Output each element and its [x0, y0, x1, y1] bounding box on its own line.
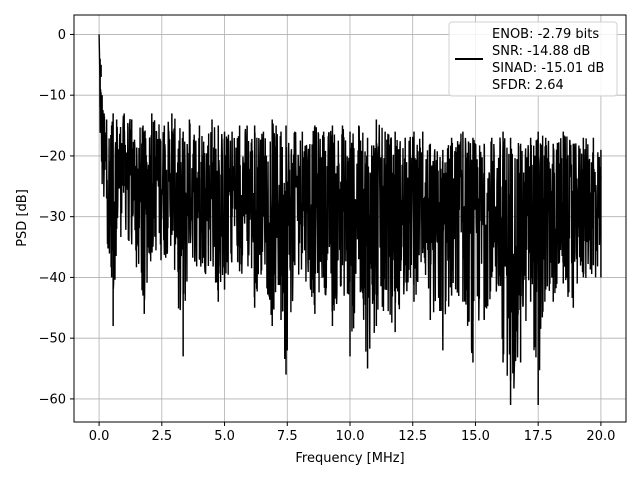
legend-box — [448, 21, 618, 97]
x-tick-label: 0.0 — [89, 429, 110, 444]
legend-sinad: SINAD: -15.01 dB — [492, 61, 604, 76]
y-tick-label: 0 — [58, 28, 66, 43]
x-tick-label: 20.0 — [586, 429, 615, 444]
x-tick-label: 17.5 — [524, 429, 553, 444]
y-tick-label: −40 — [39, 271, 66, 286]
x-tick-label: 10.0 — [336, 429, 365, 444]
y-axis-label: PSD [dB] — [15, 189, 30, 247]
series-layer — [98, 34, 602, 405]
legend-snr: SNR: -14.88 dB — [492, 44, 590, 59]
x-tick-label: 12.5 — [398, 429, 427, 444]
legend-sfdr: SFDR: 2.64 — [492, 78, 564, 93]
y-tick-label: −30 — [39, 210, 66, 225]
y-tick-label: −60 — [39, 392, 66, 407]
y-tick-label: −10 — [39, 89, 66, 104]
x-tick-label: 2.5 — [151, 429, 172, 444]
x-tick-label: 5.0 — [214, 429, 235, 444]
y-tick-label: −20 — [39, 149, 66, 164]
x-axis-ticks: 0.0 2.5 5.0 7.5 10.0 12.5 15.0 17.5 20.0 — [89, 422, 615, 444]
legend: ENOB: -2.79 bits SNR: -14.88 dB SINAD: -… — [448, 21, 618, 97]
x-tick-label: 15.0 — [461, 429, 490, 444]
y-tick-label: −50 — [39, 332, 66, 347]
x-axis-label: Frequency [MHz] — [295, 451, 404, 466]
x-tick-label: 7.5 — [277, 429, 298, 444]
legend-enob: ENOB: -2.79 bits — [492, 27, 599, 42]
y-axis-ticks: 0 −10 −20 −30 −40 −50 −60 — [39, 28, 74, 407]
